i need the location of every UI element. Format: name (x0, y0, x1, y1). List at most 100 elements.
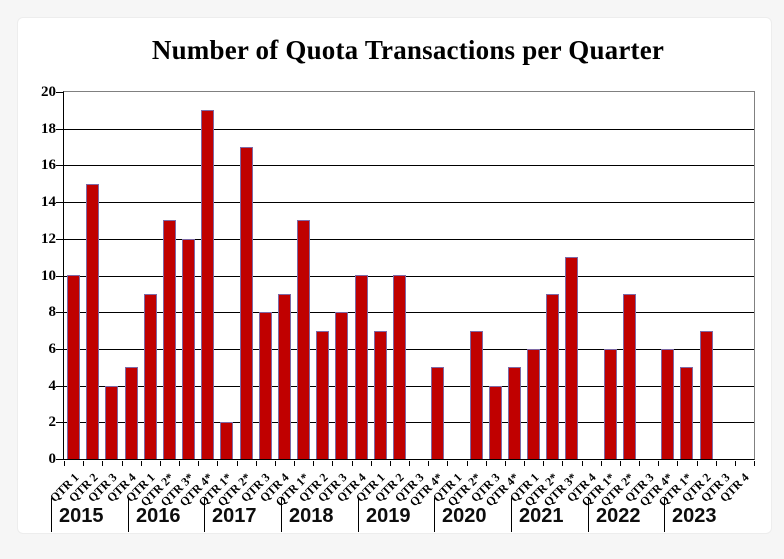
x-axis-tick (217, 461, 218, 466)
x-axis-tick (390, 461, 391, 466)
y-axis-label: 8 (48, 304, 57, 320)
gridline (64, 202, 754, 203)
bar (125, 367, 138, 459)
gridline (64, 386, 754, 387)
year-label: 2019 (366, 505, 411, 527)
x-axis-tick (582, 461, 583, 466)
bar (316, 331, 329, 459)
bar (431, 367, 444, 459)
year-separator (434, 498, 435, 532)
y-axis-label: 16 (41, 157, 56, 173)
bar (105, 386, 118, 459)
x-axis-tick (198, 461, 199, 466)
bar (278, 294, 291, 459)
x-axis-tick (562, 461, 563, 466)
y-axis-label: 20 (41, 84, 56, 100)
x-axis-tick (505, 461, 506, 466)
bar (240, 147, 253, 459)
y-axis-tick (56, 312, 64, 313)
year-separator (51, 498, 52, 532)
y-axis-tick (56, 165, 64, 166)
x-axis-tick (409, 461, 410, 466)
bar (546, 294, 559, 459)
y-axis-tick (56, 422, 64, 423)
year-separator (588, 498, 589, 532)
x-axis-tick (735, 461, 736, 466)
x-axis-tick (543, 461, 544, 466)
year-separator (511, 498, 512, 532)
y-axis-tick (56, 239, 64, 240)
x-axis-tick (754, 461, 755, 466)
bar (86, 184, 99, 459)
gridline (64, 276, 754, 277)
x-axis-tick (352, 461, 353, 466)
gridline (64, 349, 754, 350)
x-axis-tick (677, 461, 678, 466)
x-axis-tick (447, 461, 448, 466)
x-axis-tick (122, 461, 123, 466)
gridline (64, 239, 754, 240)
x-axis-tick (639, 461, 640, 466)
chart-title: Number of Quota Transactions per Quarter (151, 35, 665, 65)
bar (67, 275, 80, 459)
bar (220, 422, 233, 459)
y-axis-tick (56, 92, 64, 93)
bar (565, 257, 578, 459)
y-axis-label: 14 (41, 194, 56, 210)
plot-area (63, 91, 755, 460)
y-axis-tick (56, 129, 64, 130)
x-axis-tick (275, 461, 276, 466)
x-axis-tick (371, 461, 372, 466)
bar (374, 331, 387, 459)
x-axis-tick (332, 461, 333, 466)
x-axis-tick (83, 461, 84, 466)
x-axis-tick (467, 461, 468, 466)
x-axis-tick (697, 461, 698, 466)
x-axis-tick (256, 461, 257, 466)
x-axis-tick (237, 461, 238, 466)
x-axis-tick (313, 461, 314, 466)
bar (527, 349, 540, 459)
bar (297, 220, 310, 459)
x-axis-tick (141, 461, 142, 466)
year-label: 2022 (596, 505, 641, 527)
x-axis-tick (524, 461, 525, 466)
y-axis-label: 0 (48, 451, 57, 467)
gridline (64, 129, 754, 130)
bar (700, 331, 713, 459)
y-axis-label: 2 (48, 414, 57, 430)
y-axis-label: 4 (48, 378, 57, 394)
chart-card: Number of Quota Transactions per Quarter… (17, 17, 772, 534)
x-axis-tick (294, 461, 295, 466)
bar (489, 386, 502, 459)
x-axis-tick (160, 461, 161, 466)
year-label: 2023 (672, 505, 717, 527)
y-axis-tick (56, 202, 64, 203)
bar (661, 349, 674, 459)
bar (680, 367, 693, 459)
x-axis-tick (486, 461, 487, 466)
year-separator (664, 498, 665, 532)
year-label: 2021 (519, 505, 564, 527)
bar (355, 275, 368, 459)
bar (604, 349, 617, 459)
x-axis-tick (179, 461, 180, 466)
bar (470, 331, 483, 459)
y-axis-tick (56, 386, 64, 387)
year-label: 2015 (59, 505, 104, 527)
bar (259, 312, 272, 459)
year-separator (358, 498, 359, 532)
gridline (64, 312, 754, 313)
y-axis-tick (56, 459, 64, 460)
year-separator (128, 498, 129, 532)
year-separator (204, 498, 205, 532)
y-axis-label: 10 (41, 268, 56, 284)
bar (508, 367, 521, 459)
y-axis-label: 18 (41, 121, 56, 137)
bar-chart: Number of Quota Transactions per Quarter… (18, 18, 773, 535)
bar (182, 239, 195, 459)
bar (201, 110, 214, 459)
y-axis-label: 12 (41, 231, 56, 247)
bar (393, 275, 406, 459)
